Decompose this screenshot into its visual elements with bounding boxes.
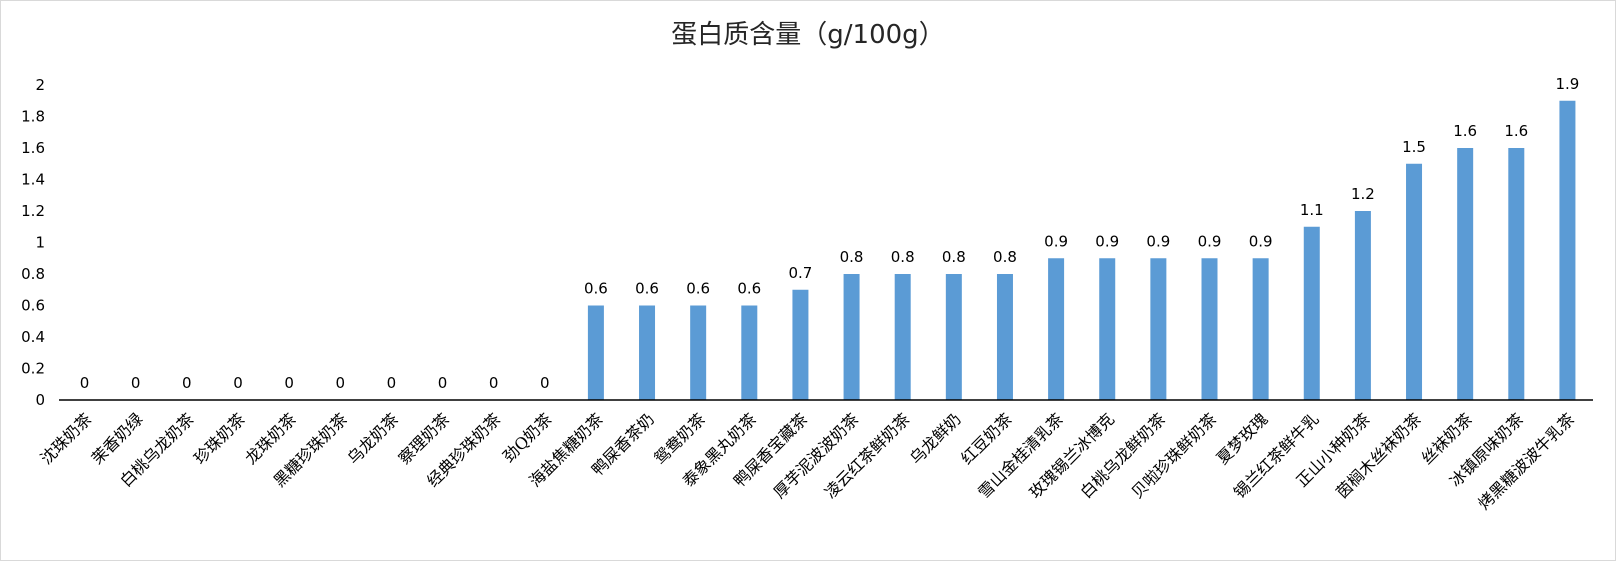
data-label: 0.8 bbox=[840, 248, 864, 266]
y-tick-label: 1.2 bbox=[21, 202, 45, 220]
bar bbox=[639, 305, 656, 400]
data-label: 1.5 bbox=[1402, 138, 1426, 156]
data-label: 0.8 bbox=[993, 248, 1017, 266]
y-axis-ticks: 0 0.2 0.4 0.6 0.8 1 1.2 1.4 1.6 1.8 2 bbox=[21, 76, 45, 409]
bar bbox=[1354, 211, 1371, 400]
bar bbox=[1048, 258, 1065, 400]
bar bbox=[587, 305, 604, 400]
x-tick-label: 沈珠奶茶 bbox=[37, 409, 96, 468]
bar bbox=[1099, 258, 1116, 400]
data-label: 0 bbox=[540, 374, 550, 392]
chart-title: 蛋白质含量（g/100g） bbox=[671, 20, 944, 50]
y-tick-label: 1 bbox=[35, 234, 45, 252]
data-label: 0 bbox=[438, 374, 448, 392]
data-label: 1.2 bbox=[1351, 185, 1375, 203]
data-label: 0 bbox=[284, 374, 294, 392]
y-tick-label: 1.8 bbox=[21, 108, 45, 126]
data-label: 0 bbox=[335, 374, 345, 392]
data-label: 0.6 bbox=[635, 280, 659, 298]
x-tick-label: 烤黑糖波波牛乳茶 bbox=[1474, 409, 1578, 513]
bar bbox=[1150, 258, 1167, 400]
y-tick-label: 1.6 bbox=[21, 139, 45, 157]
y-tick-label: 0.4 bbox=[21, 328, 45, 346]
bar bbox=[945, 274, 962, 400]
data-label: 0 bbox=[387, 374, 397, 392]
x-tick-label: 珍珠奶茶 bbox=[190, 409, 249, 468]
bar bbox=[1508, 148, 1525, 400]
bar bbox=[1201, 258, 1218, 400]
x-axis-labels: 沈珠奶茶茉香奶绿白桃乌龙奶茶珍珠奶茶龙珠奶茶黑糖珍珠奶茶乌龙奶茶察理奶茶经典珍珠… bbox=[37, 409, 1579, 513]
data-label: 1.1 bbox=[1300, 201, 1324, 219]
data-label: 0.8 bbox=[891, 248, 915, 266]
data-label: 0.9 bbox=[1095, 232, 1119, 250]
data-label: 1.9 bbox=[1556, 75, 1580, 93]
bar bbox=[1303, 226, 1320, 400]
bar bbox=[690, 305, 707, 400]
data-label: 0.6 bbox=[737, 280, 761, 298]
y-tick-label: 0.6 bbox=[21, 297, 45, 315]
data-label: 0 bbox=[233, 374, 243, 392]
data-label: 0.9 bbox=[1146, 232, 1170, 250]
bars bbox=[587, 100, 1576, 400]
bar bbox=[1252, 258, 1269, 400]
data-label: 0.8 bbox=[942, 248, 966, 266]
data-label: 0.6 bbox=[686, 280, 710, 298]
data-label: 0 bbox=[80, 374, 90, 392]
data-label: 0 bbox=[182, 374, 192, 392]
data-label: 1.6 bbox=[1453, 122, 1477, 140]
x-tick-label: 乌龙鲜奶 bbox=[906, 409, 965, 468]
bar bbox=[1559, 100, 1576, 400]
data-label: 0.9 bbox=[1198, 232, 1222, 250]
bar bbox=[792, 289, 809, 400]
y-tick-label: 0.8 bbox=[21, 265, 45, 283]
data-label: 1.6 bbox=[1504, 122, 1528, 140]
data-label: 0.7 bbox=[789, 264, 813, 282]
data-label: 0 bbox=[131, 374, 141, 392]
bar bbox=[1457, 148, 1474, 400]
data-label: 0 bbox=[489, 374, 499, 392]
y-tick-label: 2 bbox=[35, 76, 45, 94]
y-tick-label: 1.4 bbox=[21, 171, 45, 189]
y-tick-label: 0.2 bbox=[21, 360, 45, 378]
data-label: 0.9 bbox=[1044, 232, 1068, 250]
bar bbox=[1406, 163, 1423, 400]
bar bbox=[843, 274, 860, 400]
data-label: 0.9 bbox=[1249, 232, 1273, 250]
data-label: 0.6 bbox=[584, 280, 608, 298]
bar bbox=[996, 274, 1013, 400]
bar bbox=[741, 305, 758, 400]
y-tick-label: 0 bbox=[35, 391, 45, 409]
bar bbox=[894, 274, 911, 400]
x-tick-label: 乌龙奶茶 bbox=[343, 409, 402, 468]
data-labels: 0 0 0 0 0 0 0 0 0 0 0.6 0.6 0.6 0.6 0.7 0.8 0.8 0.8 0.8 0.9… bbox=[80, 75, 1580, 392]
